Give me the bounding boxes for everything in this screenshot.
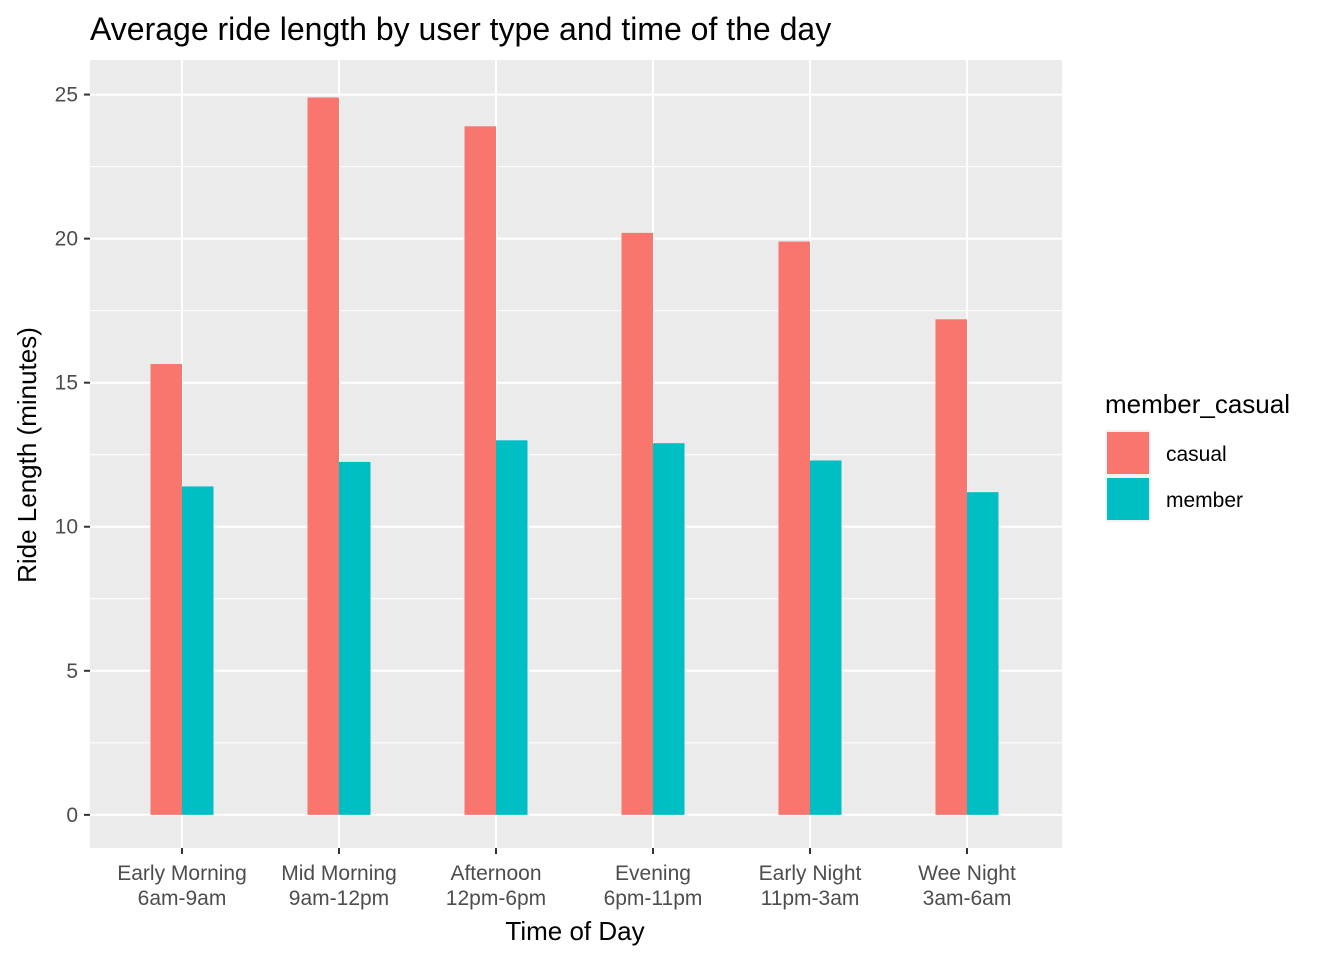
- x-tick-label: Mid Morning 9am-12pm: [281, 862, 397, 910]
- y-tick-label: 0: [66, 804, 78, 827]
- bar-member: [496, 440, 528, 815]
- x-tick-label-line: 9am-12pm: [289, 887, 389, 910]
- bar-casual: [935, 319, 967, 815]
- bar-member: [810, 460, 842, 815]
- x-tick-label-line: Wee Night: [918, 862, 1016, 885]
- x-tick-label: Early Night 11pm-3am: [759, 862, 862, 910]
- x-tick-label-line: Early Night: [759, 862, 862, 885]
- x-tick-label: Wee Night 3am-6am: [918, 862, 1016, 910]
- y-tick-label: 10: [55, 516, 78, 539]
- bar-casual: [778, 241, 810, 815]
- x-tick-label: Afternoon 12pm-6pm: [446, 862, 546, 910]
- x-tick-label-line: 11pm-3am: [761, 887, 860, 910]
- y-tick-label: 5: [66, 660, 78, 683]
- x-tick-label-line: Afternoon: [450, 862, 541, 885]
- x-axis: Early Morning 6am-9am Mid Morning 9am-12pm A…: [117, 848, 1016, 910]
- x-tick-label-line: Mid Morning: [281, 862, 397, 885]
- bar-casual: [307, 97, 339, 815]
- legend-label-member: member: [1166, 489, 1243, 512]
- bar-casual: [464, 126, 496, 815]
- chart-title: Average ride length by user type and tim…: [90, 11, 831, 47]
- x-tick-label-line: 6pm-11pm: [604, 887, 703, 910]
- legend-key-member: [1107, 478, 1149, 520]
- legend-title: member_casual: [1105, 389, 1290, 419]
- x-tick-label-line: Early Morning: [117, 862, 247, 885]
- x-tick-label-line: Evening: [615, 862, 691, 885]
- bar-member: [339, 461, 371, 815]
- x-tick-label: Evening 6pm-11pm: [604, 862, 703, 910]
- x-tick-label-line: 12pm-6pm: [446, 887, 546, 910]
- x-tick-label: Early Morning 6am-9am: [117, 862, 247, 910]
- x-tick-label-line: 3am-6am: [923, 887, 1012, 910]
- y-tick-label: 20: [55, 228, 78, 251]
- bar-member: [967, 492, 999, 815]
- x-tick-label-line: 6am-9am: [138, 887, 227, 910]
- panel-background: [90, 60, 1062, 848]
- y-axis-title: Ride Length (minutes): [12, 327, 42, 583]
- bar-casual: [621, 232, 653, 815]
- bar-member: [653, 443, 685, 815]
- bars: [150, 97, 999, 815]
- y-axis: 0 5 10 15 20 25: [55, 84, 90, 827]
- legend-key-casual: [1107, 432, 1149, 474]
- y-tick-label: 15: [55, 372, 78, 395]
- y-tick-label: 25: [55, 84, 78, 107]
- legend-label-casual: casual: [1166, 443, 1227, 466]
- bar-casual: [150, 363, 182, 815]
- x-axis-title: Time of Day: [505, 916, 644, 946]
- bar-member: [182, 486, 214, 815]
- plot-panel: [90, 60, 1062, 848]
